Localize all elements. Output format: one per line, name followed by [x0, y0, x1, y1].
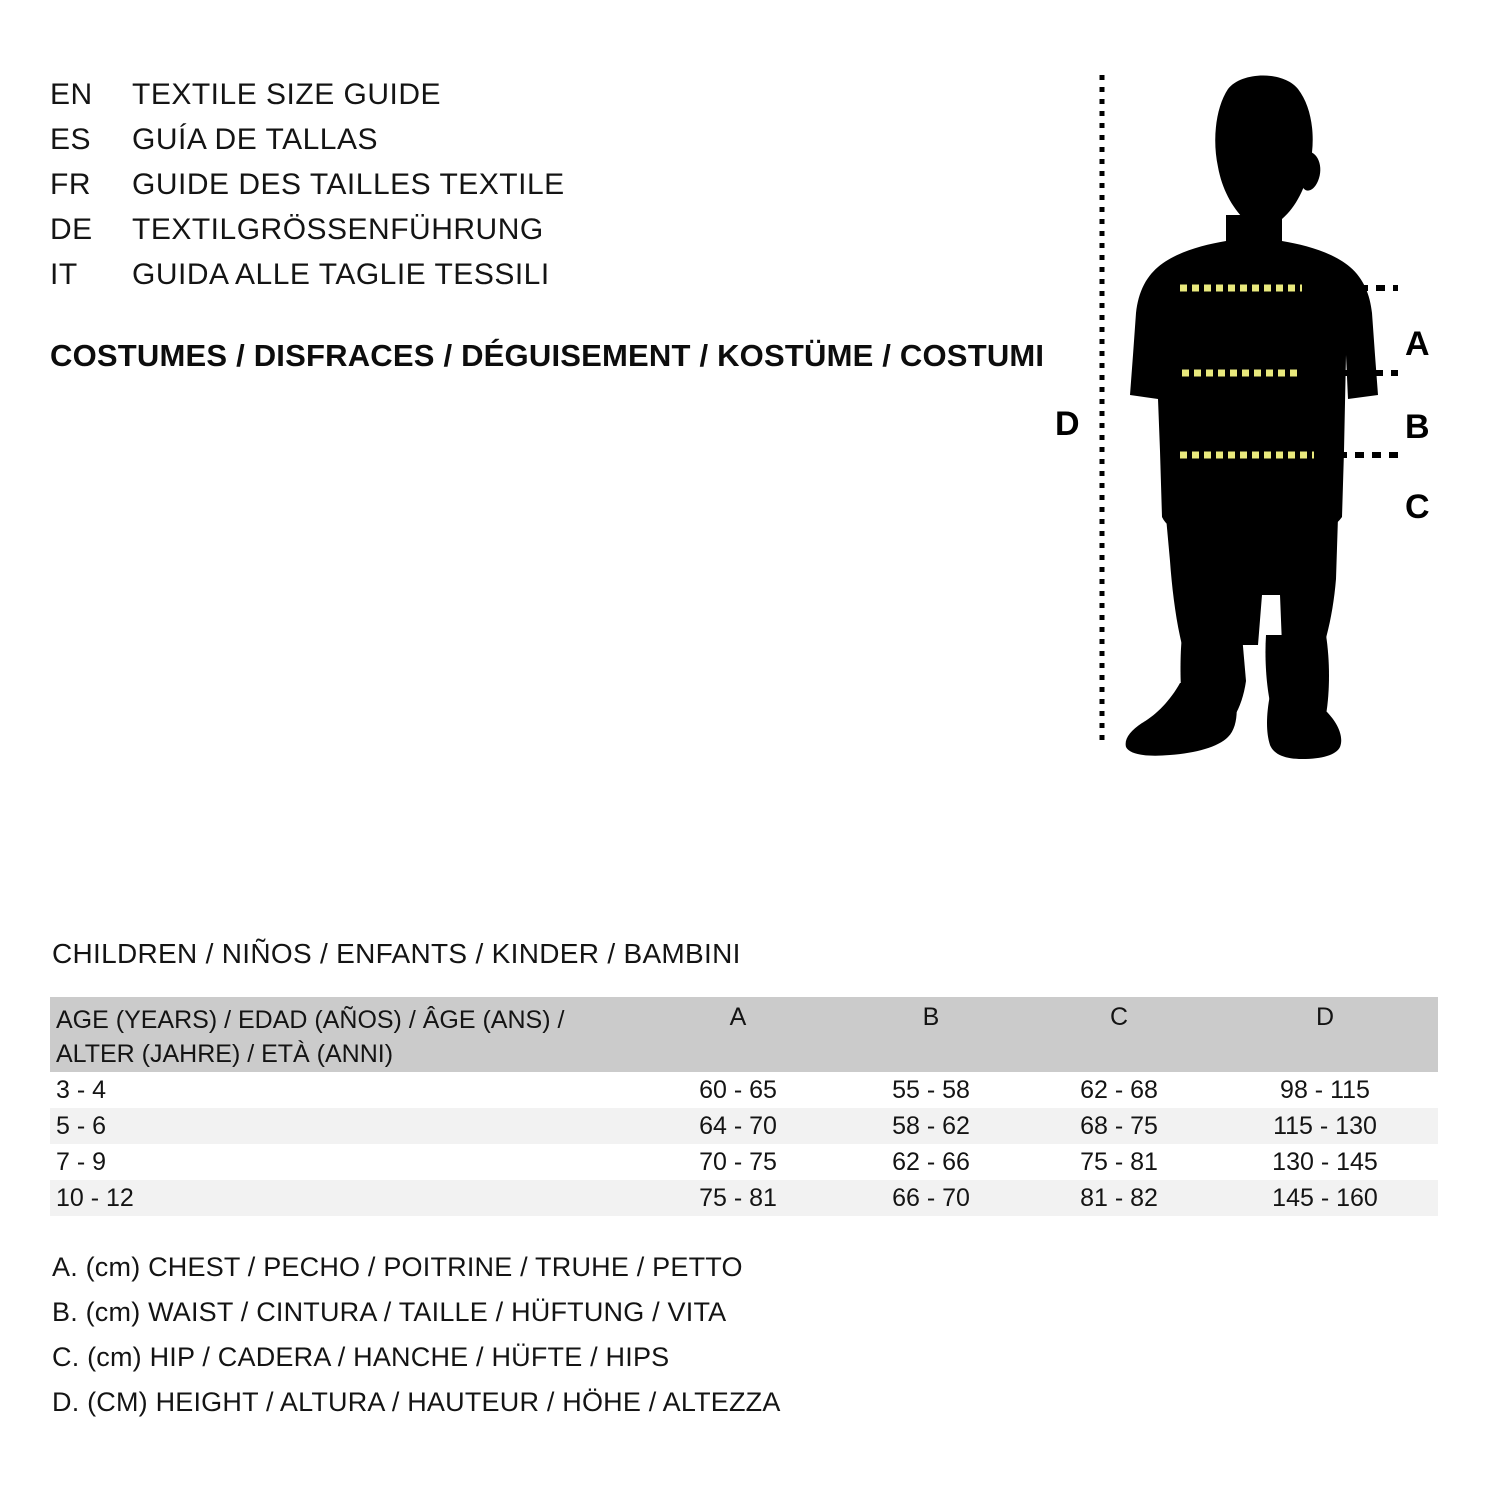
- language-code-de: DE: [50, 213, 93, 246]
- cell-age: 10 - 12: [56, 1183, 134, 1212]
- cell-chest: 70 - 75: [699, 1147, 777, 1176]
- cell-chest: 64 - 70: [699, 1111, 777, 1140]
- legend-item-hip: C. (cm) HIP / CADERA / HANCHE / HÜFTE / …: [52, 1342, 670, 1372]
- language-title-de: TEXTILGRÖSSENFÜHRUNG: [132, 213, 544, 246]
- legend-item-chest: A. (cm) CHEST / PECHO / POITRINE / TRUHE…: [52, 1252, 743, 1282]
- cell-hip: 62 - 68: [1080, 1075, 1158, 1104]
- language-row-en: EN TEXTILE SIZE GUIDE: [50, 78, 670, 123]
- cell-hip: 75 - 81: [1080, 1147, 1158, 1176]
- dimension-label-b: B: [1405, 408, 1430, 446]
- column-header-c: C: [1109, 1003, 1129, 1031]
- language-header-block: EN TEXTILE SIZE GUIDE ES GUÍA DE TALLAS …: [50, 78, 670, 303]
- language-code-en: EN: [50, 78, 93, 111]
- child-silhouette-shape: [1125, 75, 1378, 759]
- cell-chest: 75 - 81: [699, 1183, 777, 1212]
- table-row: 10 - 12 75 - 81 66 - 70 81 - 82 145 - 16…: [50, 1180, 1438, 1216]
- children-section-title: CHILDREN / NIÑOS / ENFANTS / KINDER / BA…: [52, 938, 741, 969]
- category-line: COSTUMES / DISFRACES / DÉGUISEMENT / KOS…: [50, 338, 1045, 373]
- column-header-age-line2: ALTER (JAHRE) / ETÀ (ANNI): [56, 1040, 394, 1068]
- language-code-es: ES: [50, 123, 92, 156]
- child-silhouette-diagram: [1099, 75, 1398, 759]
- column-header-a: A: [729, 1003, 747, 1031]
- column-header-b: B: [922, 1003, 940, 1031]
- language-code-it: IT: [50, 258, 78, 291]
- column-header-age-line1: AGE (YEARS) / EDAD (AÑOS) / ÂGE (ANS) /: [56, 1006, 565, 1034]
- cell-age: 7 - 9: [56, 1147, 107, 1176]
- language-title-it: GUIDA ALLE TAGLIE TESSILI: [132, 258, 550, 291]
- language-title-en: TEXTILE SIZE GUIDE: [132, 78, 442, 111]
- cell-height: 130 - 145: [1272, 1147, 1378, 1176]
- cell-age: 3 - 4: [56, 1075, 107, 1104]
- column-header-age: AGE (YEARS) / EDAD (AÑOS) / ÂGE (ANS) / …: [50, 997, 640, 1072]
- language-row-fr: FR GUIDE DES TAILLES TEXTILE: [50, 168, 670, 213]
- size-table: AGE (YEARS) / EDAD (AÑOS) / ÂGE (ANS) / …: [50, 997, 1438, 1216]
- table-row: 3 - 4 60 - 65 55 - 58 62 - 68 98 - 115: [50, 1072, 1438, 1108]
- table-header-row: AGE (YEARS) / EDAD (AÑOS) / ÂGE (ANS) / …: [50, 997, 1438, 1072]
- language-row-de: DE TEXTILGRÖSSENFÜHRUNG: [50, 213, 670, 258]
- table-row: 7 - 9 70 - 75 62 - 66 75 - 81 130 - 145: [50, 1144, 1438, 1180]
- column-header-d: D: [1315, 1003, 1335, 1031]
- language-title-es: GUÍA DE TALLAS: [132, 123, 378, 156]
- cell-height: 98 - 115: [1280, 1075, 1370, 1104]
- dimension-label-d: D: [1055, 405, 1080, 443]
- dimension-label-c: C: [1405, 488, 1430, 526]
- measurement-legend: A. (cm) CHEST / PECHO / POITRINE / TRUHE…: [52, 1252, 952, 1432]
- language-row-it: IT GUIDA ALLE TAGLIE TESSILI: [50, 258, 670, 303]
- legend-item-height: D. (CM) HEIGHT / ALTURA / HAUTEUR / HÖHE…: [52, 1387, 781, 1417]
- cell-hip: 68 - 75: [1080, 1111, 1158, 1140]
- legend-item-waist: B. (cm) WAIST / CINTURA / TAILLE / HÜFTU…: [52, 1297, 727, 1327]
- cell-waist: 62 - 66: [892, 1147, 970, 1176]
- language-title-fr: GUIDE DES TAILLES TEXTILE: [132, 168, 565, 201]
- language-row-es: ES GUÍA DE TALLAS: [50, 123, 670, 168]
- cell-chest: 60 - 65: [699, 1075, 777, 1104]
- table-row: 5 - 6 64 - 70 58 - 62 68 - 75 115 - 130: [50, 1108, 1438, 1144]
- size-diagram: A B C D: [1030, 55, 1490, 775]
- cell-height: 145 - 160: [1272, 1183, 1378, 1212]
- cell-hip: 81 - 82: [1080, 1183, 1158, 1212]
- cell-waist: 58 - 62: [892, 1111, 970, 1140]
- cell-height: 115 - 130: [1273, 1111, 1377, 1140]
- cell-age: 5 - 6: [56, 1111, 107, 1140]
- cell-waist: 66 - 70: [892, 1183, 970, 1212]
- language-code-fr: FR: [50, 168, 91, 201]
- dimension-label-a: A: [1405, 325, 1430, 363]
- cell-waist: 55 - 58: [892, 1075, 970, 1104]
